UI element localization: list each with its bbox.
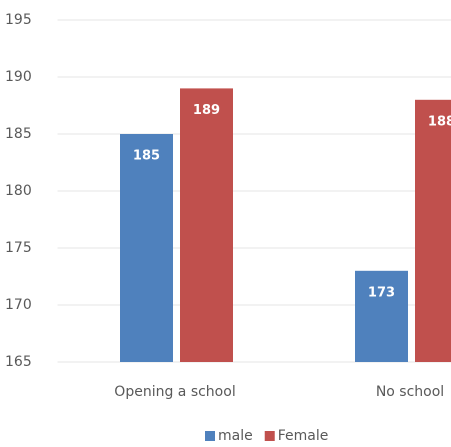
x-tick-label: Opening a school <box>114 384 235 400</box>
bar <box>355 270 408 362</box>
legend-swatch <box>205 431 215 441</box>
y-tick-label: 175 <box>5 240 32 256</box>
legend-label: male <box>218 428 253 444</box>
y-tick-label: 170 <box>5 297 32 313</box>
y-tick-label: 195 <box>5 12 32 28</box>
y-tick-label: 185 <box>5 126 32 142</box>
legend-label: Female <box>278 428 329 444</box>
bar <box>415 99 451 363</box>
value-label: 188 <box>428 114 451 129</box>
bar <box>180 88 233 363</box>
y-tick-label: 190 <box>5 69 32 85</box>
value-label: 173 <box>368 285 395 300</box>
x-tick-label: No school <box>376 384 444 400</box>
value-label: 185 <box>133 149 160 164</box>
bar <box>120 134 173 362</box>
legend-swatch <box>264 431 275 441</box>
y-tick-label: 180 <box>5 183 32 199</box>
value-label: 189 <box>193 103 220 118</box>
y-tick-label: 165 <box>5 354 32 370</box>
